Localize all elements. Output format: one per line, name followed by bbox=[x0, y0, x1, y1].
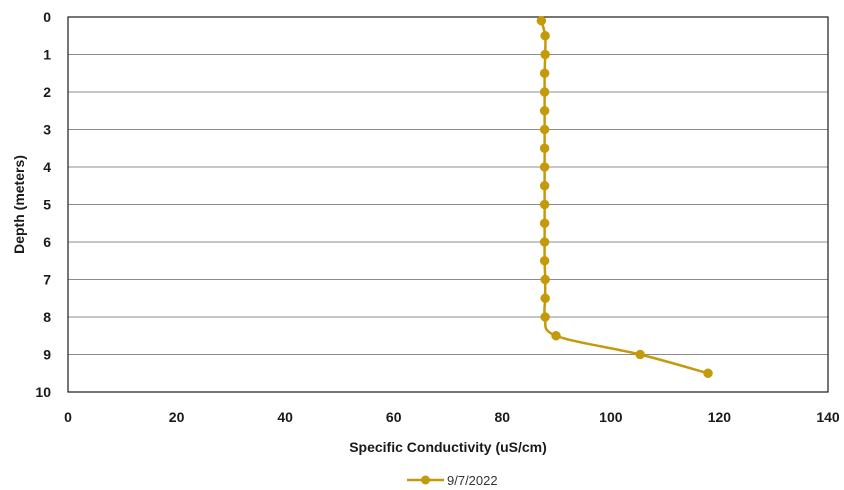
data-point bbox=[635, 349, 645, 360]
y-axis-tick-labels: 0 1 2 3 4 5 6 7 8 9 10 bbox=[35, 9, 51, 400]
data-point bbox=[540, 274, 550, 285]
y-tick-label: 1 bbox=[43, 47, 51, 63]
data-point bbox=[539, 256, 550, 266]
data-point bbox=[539, 199, 550, 210]
y-tick-label: 9 bbox=[43, 347, 51, 363]
data-point bbox=[539, 162, 550, 172]
data-point bbox=[539, 87, 550, 97]
x-tick-label: 0 bbox=[64, 409, 72, 425]
x-axis-title: Specific Conductivity (uS/cm) bbox=[349, 439, 547, 455]
y-tick-label: 5 bbox=[43, 197, 51, 213]
data-point bbox=[539, 68, 550, 78]
y-tick-label: 3 bbox=[43, 122, 51, 138]
plot-frame bbox=[67, 16, 829, 393]
legend-label: 9/7/2022 bbox=[447, 473, 498, 488]
data-point bbox=[540, 293, 550, 303]
x-tick-label: 100 bbox=[599, 409, 623, 425]
y-tick-label: 10 bbox=[35, 384, 51, 400]
plot-area-border bbox=[67, 16, 829, 393]
x-tick-label: 20 bbox=[169, 409, 185, 425]
x-tick-label: 120 bbox=[708, 409, 732, 425]
data-series bbox=[536, 16, 713, 378]
x-axis-tick-labels: 0 20 40 60 80 100 120 140 bbox=[64, 409, 840, 425]
gridlines bbox=[68, 54, 828, 355]
data-point bbox=[539, 143, 550, 153]
data-point bbox=[539, 237, 550, 247]
data-point bbox=[539, 124, 550, 135]
data-point bbox=[540, 31, 550, 41]
y-tick-label: 0 bbox=[43, 9, 51, 25]
x-tick-label: 60 bbox=[386, 409, 402, 425]
data-point bbox=[539, 181, 550, 191]
y-tick-label: 4 bbox=[43, 159, 51, 175]
data-point bbox=[703, 368, 713, 378]
x-tick-label: 80 bbox=[494, 409, 510, 425]
y-tick-label: 2 bbox=[43, 84, 51, 100]
data-point bbox=[551, 331, 561, 341]
legend-marker-swatch bbox=[421, 475, 430, 485]
y-tick-label: 7 bbox=[43, 272, 51, 288]
y-tick-label: 6 bbox=[43, 234, 51, 250]
y-tick-label: 8 bbox=[43, 309, 51, 325]
data-point bbox=[540, 312, 550, 322]
data-point bbox=[539, 218, 550, 228]
data-point bbox=[540, 49, 550, 60]
legend: 9/7/2022 bbox=[407, 473, 498, 488]
x-tick-label: 140 bbox=[816, 409, 840, 425]
x-tick-label: 40 bbox=[277, 409, 293, 425]
y-axis-title: Depth (meters) bbox=[11, 155, 27, 254]
data-point bbox=[536, 16, 547, 26]
data-point bbox=[539, 106, 550, 116]
